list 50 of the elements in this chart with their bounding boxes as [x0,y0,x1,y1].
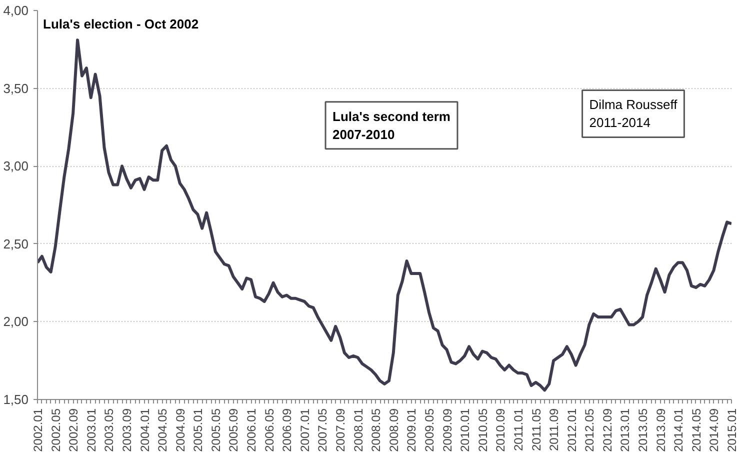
line-series [38,38,732,392]
x-tick-label: 2008.09 [386,408,401,452]
x-tick-label: 2007.05 [316,408,330,452]
x-tick-label: 2005.09 [226,408,241,452]
x-tick-label: 2006.01 [244,408,259,452]
x-tick-label: 2006.09 [280,408,294,452]
x-tick-label: 2015.01 [725,408,739,452]
annotation: Lula's election - Oct 2002 [43,16,199,32]
x-tick-label: 2003.01 [84,408,98,452]
x-tick-label: 2009.01 [404,408,419,452]
x-tick-label: 2002.01 [31,408,45,452]
y-tick-label: 3,00 [3,158,29,174]
x-tick-label: 2010.09 [494,408,508,452]
x-tick-label: 2012.05 [582,408,597,452]
x-tick-label: 2007.09 [334,408,348,452]
x-tick-label: 2006.05 [262,408,276,452]
x-tick-label: 2012.01 [564,408,579,452]
x-tick-label: 2003.05 [102,408,116,452]
x-tick-label: 2014.09 [707,408,722,452]
y-tick-label: 1,50 [3,392,29,407]
x-tick-label: 2007.01 [298,408,312,452]
x-tick-label: 2011.09 [547,408,562,451]
x-tick-label: 2004.05 [156,408,170,452]
x-tick-label: 2002.09 [66,408,81,452]
x-tick-label: 2010.01 [458,408,472,452]
y-tick-label: 4,00 [3,3,29,18]
y-tick-label: 2,50 [3,236,29,252]
x-tick-label: 2012.09 [600,408,614,452]
x-tick-label: 2014.05 [689,408,704,452]
x-tick-label: 2002.05 [48,408,63,452]
x-tick-label: 2003.09 [120,408,134,452]
x-tick-label: 2011.05 [529,408,544,451]
x-tick-label: 2014.01 [672,408,686,452]
x-tick-label: 2009.09 [440,408,454,452]
y-tick-label: 2,00 [3,314,29,330]
x-tick-label: 2010.05 [476,408,490,452]
x-tick-label: 2008.05 [369,408,384,452]
x-tick-label: 2009.05 [422,408,436,452]
y-tick-label: 3,50 [3,80,29,96]
x-tick-label: 2011.01 [511,408,526,451]
x-tick-label: 2013.09 [654,408,668,452]
x-tick-label: 2005.05 [208,408,223,452]
annotation: Lula's second term 2007-2010 [332,108,450,142]
x-tick-label: 2008.01 [351,408,366,452]
x-tick-label: 2013.05 [636,408,650,452]
x-tick-label: 2005.01 [191,408,206,452]
x-tick-label: 2004.01 [138,408,152,452]
x-tick-label: 2004.09 [173,408,188,452]
x-tick-label: 2013.01 [618,408,632,452]
annotation: Dilma Rousseff 2011-2014 [589,97,678,130]
